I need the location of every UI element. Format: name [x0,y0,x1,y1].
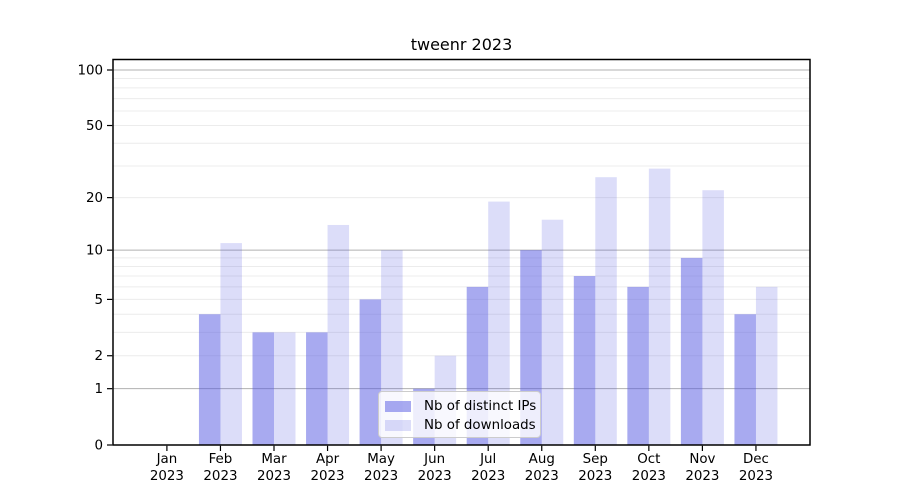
legend-label-downloads: Nb of downloads [424,418,536,433]
legend-entry-downloads: Nb of downloads [385,416,536,435]
x-tick-label-month: Feb [209,452,233,467]
bar-downloads-jul [488,201,510,445]
x-tick-label-year: 2023 [739,469,773,484]
bar-distinct-ips-mar [252,332,274,445]
bar-distinct-ips-apr [306,332,328,445]
x-tick-label-year: 2023 [578,469,612,484]
legend-entry-distinct-ips: Nb of distinct IPs [385,397,536,416]
legend-swatch-downloads [385,420,411,431]
bar-downloads-sep [595,177,617,445]
x-tick-label-month: May [367,452,395,467]
x-tick-label-year: 2023 [257,469,291,484]
x-tick-label-year: 2023 [418,469,452,484]
x-tick-label-month: Aug [529,452,555,467]
x-tick-label-month: Oct [637,452,660,467]
legend-label-distinct-ips: Nb of distinct IPs [424,399,537,414]
x-tick-label-month: Jun [423,452,445,467]
legend-swatch-distinct-ips [385,401,411,412]
bar-downloads-dec [755,286,778,445]
x-tick-label-month: Sep [583,452,608,467]
bar-downloads-aug [541,219,564,445]
bar-downloads-oct [648,168,671,445]
bar-downloads-nov [702,190,724,445]
y-tick-label: 1 [94,382,103,397]
x-tick-label-month: Nov [689,452,715,467]
x-tick-label-month: Jan [156,452,178,467]
y-tick-label: 50 [86,119,103,134]
bar-distinct-ips-may [359,299,382,445]
x-tick-label-year: 2023 [471,469,505,484]
legend: Nb of distinct IPs Nb of downloads [378,391,541,438]
x-tick-label-year: 2023 [685,469,719,484]
chart-title: tweenr 2023 [410,35,513,54]
bar-distinct-ips-dec [734,314,756,445]
x-tick-label-year: 2023 [311,469,345,484]
y-tick-label: 5 [94,293,103,308]
x-tick-label-year: 2023 [525,469,559,484]
x-tick-label-year: 2023 [150,469,184,484]
y-tick-label: 100 [77,64,103,79]
y-tick-label: 20 [86,191,103,206]
x-tick-label-year: 2023 [203,469,237,484]
x-tick-label-year: 2023 [632,469,666,484]
x-tick-label-month: Dec [743,452,769,467]
x-tick-label-month: Mar [261,452,287,467]
bar-distinct-ips-nov [680,257,703,445]
plot-frame [112,58,811,446]
bar-distinct-ips-sep [573,276,596,445]
y-tick-label: 10 [86,244,103,259]
y-tick-label: 0 [94,439,103,454]
bar-distinct-ips-oct [627,286,649,445]
y-tick-label: 2 [94,349,103,364]
x-tick-label-month: Apr [316,452,340,467]
bar-downloads-feb [220,243,242,445]
bar-downloads-apr [327,224,350,445]
x-tick-label-year: 2023 [364,469,398,484]
bar-distinct-ips-feb [198,314,221,445]
x-tick-label-month: Jul [479,452,496,467]
bar-downloads-mar [274,332,296,445]
